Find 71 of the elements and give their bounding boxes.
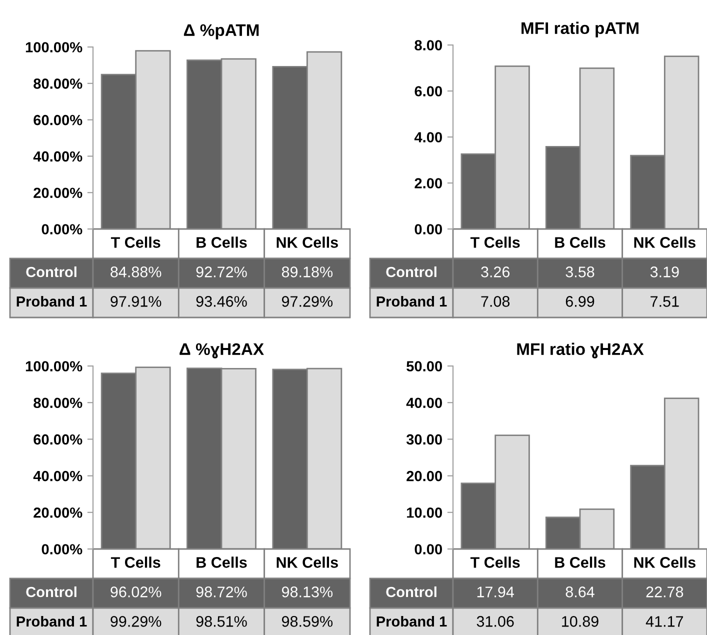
data-label: 98.72% — [196, 586, 247, 598]
y-tick-label: 40.00% — [33, 470, 82, 482]
y-tick-label: 60.00% — [34, 434, 82, 445]
data-label: 41.17 — [646, 616, 684, 627]
data-label: 6.99 — [566, 296, 594, 307]
y-tick-label: 10.00 — [407, 508, 442, 518]
data-label: 8.64 — [566, 586, 594, 598]
y-tick-label: 80.00% — [34, 398, 82, 408]
y-tick-label: 60.00% — [34, 114, 82, 126]
data-label: 31.06 — [476, 616, 514, 627]
data-label: 99.29% — [110, 616, 162, 627]
y-tick-label: 0.00% — [42, 544, 82, 554]
y-tick-label: 4.00 — [414, 132, 442, 142]
text: Control — [26, 266, 76, 278]
text: Proband 1 — [376, 616, 447, 627]
y-tick-label: 100.00% — [26, 42, 82, 52]
data-label: 97.29% — [282, 296, 333, 307]
data-label: 84.88% — [110, 266, 162, 278]
text: Proband 1 — [16, 296, 87, 307]
data-label: 89.18% — [282, 266, 333, 278]
y-tick-label: 20.00 — [406, 470, 442, 482]
chart-title: Δ %ɣH2AX — [180, 343, 264, 358]
y-tick-label: 30.00 — [406, 434, 442, 445]
chart-title: MFI ratio ɣH2AX — [517, 342, 644, 358]
y-tick-label: 2.00 — [414, 178, 442, 188]
text: Proband 1 — [376, 296, 447, 307]
y-tick-label: 0.00% — [42, 224, 82, 234]
x-tick-label: T Cells — [110, 236, 160, 248]
x-tick-label: T Cells — [470, 556, 520, 568]
data-label: 98.51% — [196, 616, 247, 627]
y-tick-label: 8.00 — [414, 40, 442, 50]
x-tick-label: B Cells — [196, 236, 247, 248]
x-tick-label: NK Cells — [634, 236, 696, 248]
data-label: 17.94 — [477, 586, 514, 598]
x-tick-label: B Cells — [555, 236, 606, 248]
y-tick-label: 20.00% — [34, 188, 82, 198]
data-label: 3.58 — [566, 266, 594, 278]
data-label: 7.08 — [481, 296, 510, 307]
x-tick-label: B Cells — [555, 556, 606, 568]
y-tick-label: 20.00% — [34, 508, 82, 518]
y-tick-label: 50.00 — [406, 361, 442, 372]
y-tick-label: 40.00 — [406, 398, 442, 408]
data-label: 3.19 — [650, 266, 679, 278]
y-tick-label: 100.00% — [26, 361, 82, 372]
data-label: 98.59% — [282, 616, 333, 627]
y-tick-label: 0.00 — [414, 544, 442, 554]
data-label: 10.89 — [562, 616, 598, 627]
text: Control — [26, 586, 76, 598]
y-tick-label: 80.00% — [34, 78, 82, 89]
text: Proband 1 — [16, 616, 87, 627]
chart-title: MFI ratio pATM — [522, 22, 638, 38]
data-label: 92.72% — [196, 266, 247, 278]
x-tick-label: T Cells — [110, 556, 160, 568]
data-label: 22.78 — [646, 586, 684, 598]
x-tick-label: B Cells — [196, 556, 247, 568]
x-tick-label: NK Cells — [276, 236, 338, 248]
y-tick-label: 0.00 — [414, 224, 442, 234]
data-label: 98.13% — [282, 586, 333, 598]
x-tick-label: NK Cells — [276, 556, 338, 568]
data-label: 7.51 — [650, 296, 679, 307]
x-tick-label: T Cells — [470, 236, 520, 248]
chart-title: Δ %pATM — [184, 24, 259, 40]
text: Control — [386, 266, 436, 278]
data-label: 96.02% — [110, 586, 162, 598]
data-label: 93.46% — [196, 296, 247, 307]
data-label: 3.26 — [481, 266, 510, 278]
y-tick-label: 6.00 — [414, 86, 442, 96]
x-tick-label: NK Cells — [634, 556, 696, 568]
y-tick-label: 40.00% — [33, 151, 82, 162]
text: Control — [386, 586, 436, 598]
data-label: 97.91% — [110, 296, 162, 307]
